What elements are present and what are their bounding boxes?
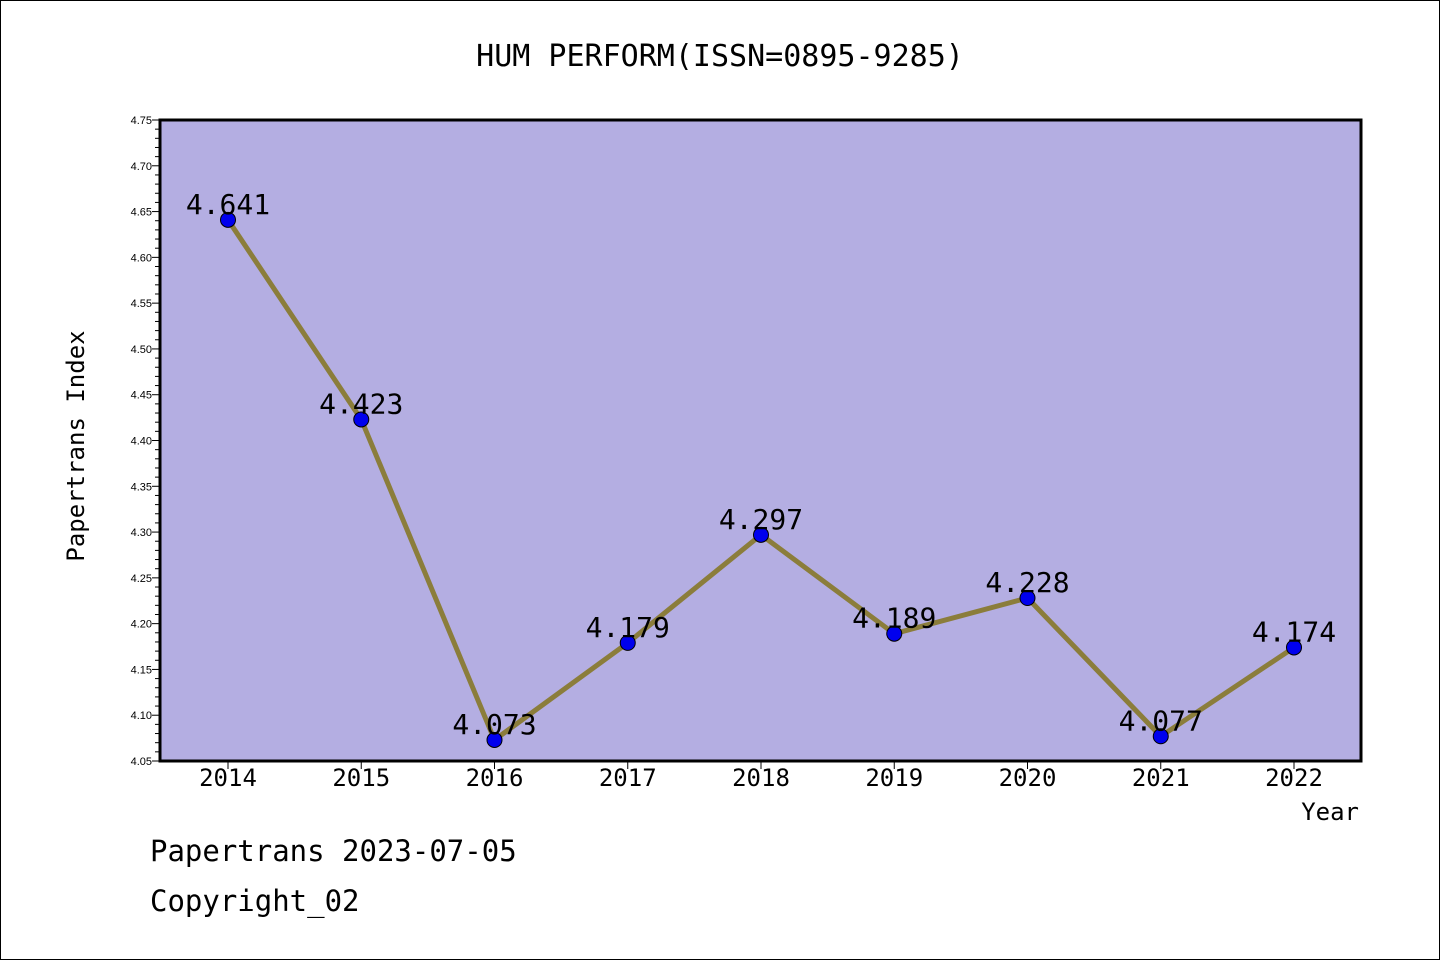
x-tick-label: 2019 [865,764,923,792]
data-point [1152,728,1169,745]
data-label: 4.189 [852,602,936,635]
data-label: 4.073 [452,708,536,741]
data-label: 4.297 [719,503,803,536]
y-tick-label: 4.65 [131,207,152,219]
data-point [220,211,236,228]
data-label: 4.228 [985,566,1069,599]
y-tick-label: 4.70 [131,161,152,173]
x-tick-label: 2017 [599,764,657,792]
data-point [619,634,636,651]
y-tick-label: 4.55 [131,298,152,310]
y-tick-label: 4.50 [131,344,152,356]
x-tick-label: 2021 [1132,764,1190,792]
x-tick-label: 2022 [1265,764,1323,792]
x-tick-label: 2020 [999,764,1057,792]
x-axis: 2014 2015 2016 2017 2018 2019 2020 2021 2022 [199,761,1323,792]
y-axis-label: Papertrans Index [62,330,90,561]
data-point [753,526,769,543]
data-label: 4.641 [186,188,270,221]
series-layer: 4.641 4.423 4.073 4.179 4.297 4.189 4.228 4.077… [186,188,1336,748]
data-point [1286,639,1302,656]
data-point [1019,590,1036,607]
y-tick-label: 4.15 [131,664,152,676]
data-point [886,625,903,642]
x-tick-label: 2014 [199,764,257,792]
plot-area [158,118,1363,763]
y-tick-label: 4.10 [131,710,152,722]
data-point [353,411,370,428]
x-axis-label: Year [1301,798,1359,826]
y-axis: 4.05 4.10 4.15 4.20 4.25 4.30 4.35 4.40 4.45 4.50… [131,115,160,768]
y-tick-label: 4.30 [131,527,152,539]
x-tick-label: 2018 [732,764,790,792]
x-tick-label: 2016 [466,764,524,792]
y-tick-label: 4.35 [131,481,152,493]
data-point [486,731,503,748]
x-tick-label: 2015 [332,764,390,792]
y-tick-label: 4.45 [131,390,152,402]
y-tick-label: 4.20 [131,619,152,631]
data-label: 4.174 [1252,615,1336,648]
data-label: 4.077 [1119,704,1203,737]
y-tick-label: 4.05 [131,756,152,768]
footer-date-line: Papertrans 2023-07-05 [150,834,517,868]
y-tick-label: 4.40 [131,436,152,448]
chart-title: HUM PERFORM(ISSN=0895-9285) [476,39,964,74]
footer-copyright: Copyright_02 [150,884,360,918]
y-tick-label: 4.60 [131,252,152,264]
data-label: 4.179 [586,611,670,644]
y-tick-label: 4.75 [131,115,152,127]
y-tick-label: 4.25 [131,573,152,585]
data-label: 4.423 [319,387,403,420]
